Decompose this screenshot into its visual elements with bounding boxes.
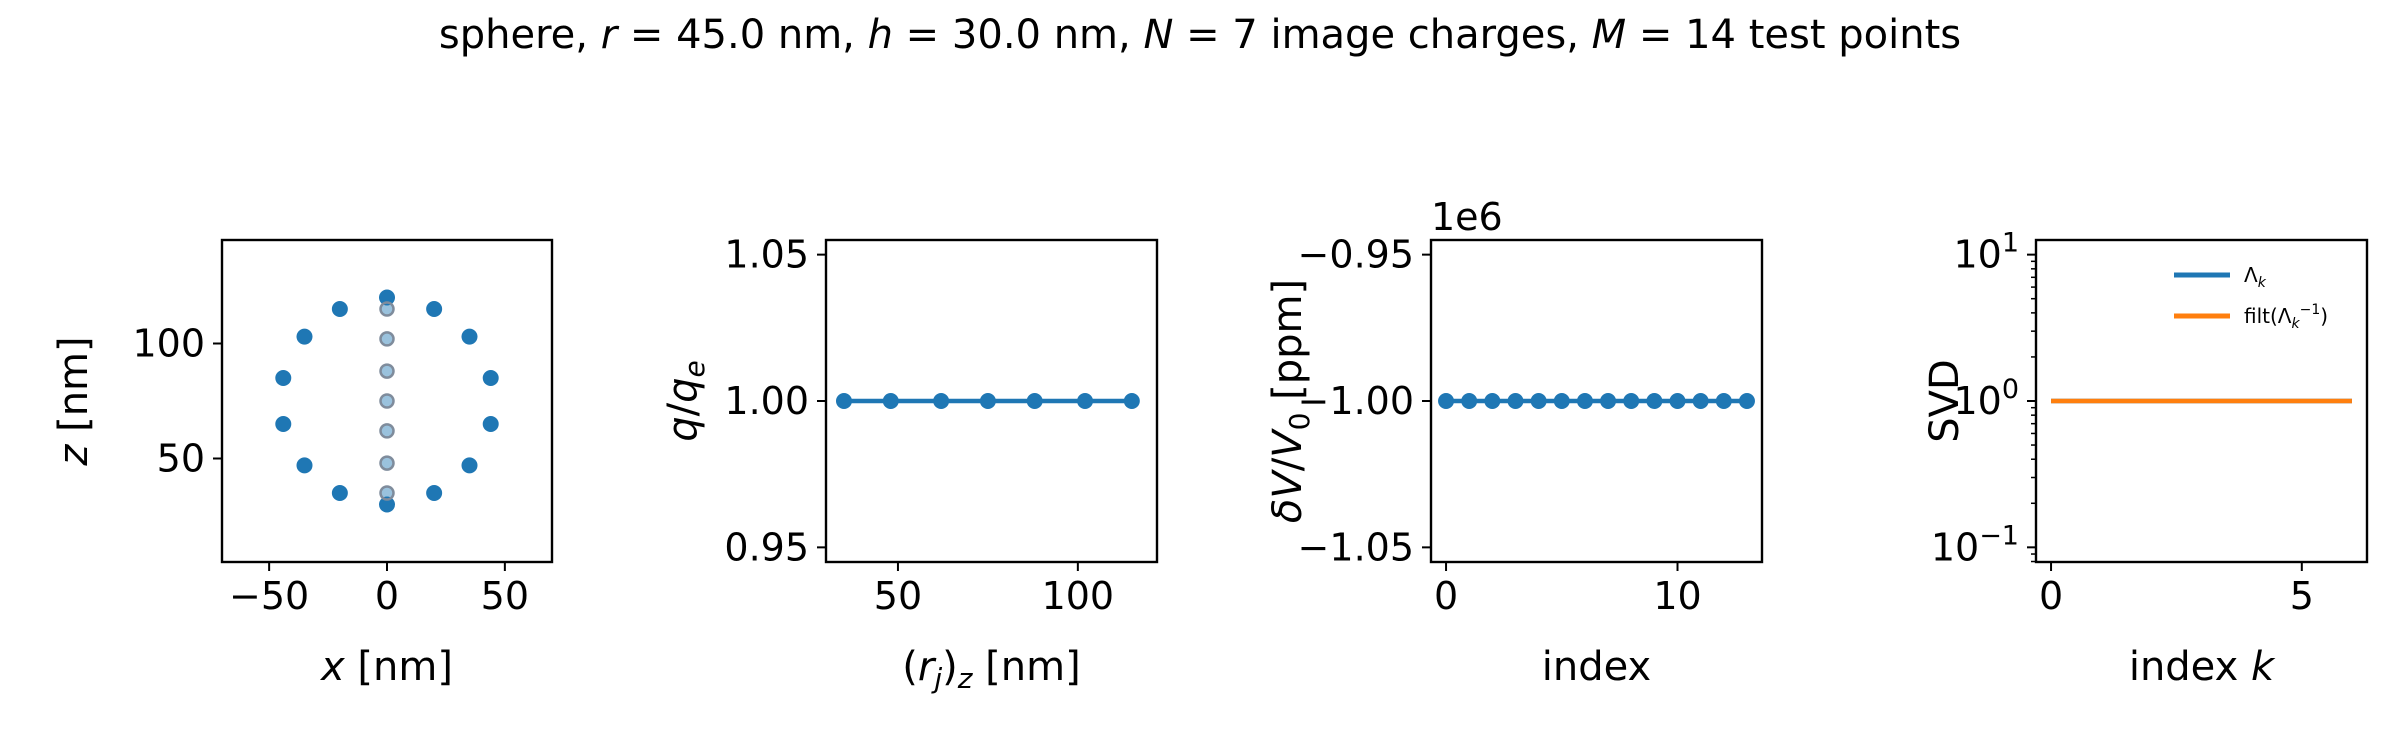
data-point bbox=[1507, 393, 1524, 409]
test-point bbox=[426, 485, 443, 501]
image-charge-point bbox=[379, 455, 395, 471]
test-point bbox=[482, 370, 499, 386]
x-tick-label: 0 bbox=[375, 574, 399, 618]
image-charge-point bbox=[379, 485, 395, 501]
test-point bbox=[331, 301, 348, 317]
x-tick-label: 0 bbox=[1434, 574, 1458, 618]
panel-charges-ylabel: q/qe bbox=[660, 360, 711, 442]
panel-svd-ylabel: SVD bbox=[1922, 359, 1968, 443]
data-point bbox=[1553, 393, 1570, 409]
x-tick-label: 50 bbox=[481, 574, 529, 618]
panel-potential-error: 0 10 −0.95 −1.00 −1.05 1e6 index δV/V0 [ppm] bbox=[1265, 195, 1764, 690]
x-tick-label: 5 bbox=[2290, 574, 2314, 618]
panel-svd-xlabel: index k bbox=[2129, 644, 2276, 690]
panel-charges-xlabel: (rj)z [nm] bbox=[902, 644, 1080, 695]
data-point bbox=[1530, 393, 1547, 409]
panel-geometry-marks bbox=[275, 289, 499, 513]
data-point bbox=[1623, 393, 1640, 409]
data-point bbox=[1715, 393, 1732, 409]
panel-charges: 50 100 0.95 1.00 1.05 (rj)z [nm] q/qe bbox=[660, 233, 1159, 695]
data-point bbox=[1026, 393, 1043, 409]
test-point bbox=[379, 496, 395, 513]
test-point bbox=[296, 457, 313, 474]
panel-potential-error-marks bbox=[1438, 393, 1755, 409]
panel-svd-ticks: 0 5 10−1 100 101 bbox=[1931, 228, 2314, 618]
panel-charges-marks bbox=[835, 393, 1140, 409]
test-point bbox=[331, 485, 348, 501]
panel-charges-ticks: 50 100 0.95 1.00 1.05 bbox=[724, 233, 1114, 618]
x-tick-label: 50 bbox=[874, 574, 922, 618]
image-charge-point bbox=[379, 301, 395, 317]
data-point bbox=[1576, 393, 1593, 409]
data-point bbox=[1600, 393, 1617, 409]
test-point bbox=[426, 301, 443, 317]
panel-svd-legend: Λk filt(Λk−1) bbox=[2174, 263, 2328, 332]
data-point bbox=[1123, 393, 1140, 409]
data-point bbox=[1692, 393, 1709, 409]
data-point bbox=[1484, 393, 1501, 409]
test-point bbox=[482, 416, 499, 432]
figure-title: sphere, r = 45.0 nm, h = 30.0 nm, N = 7 … bbox=[439, 12, 1961, 58]
y-tick-label: 101 bbox=[1953, 228, 2019, 277]
legend-label-filtered-inverse: filt(Λk−1) bbox=[2244, 302, 2328, 332]
y-tick-label: 0.95 bbox=[724, 525, 809, 569]
panel-potential-error-ticks: 0 10 −0.95 −1.00 −1.05 bbox=[1298, 233, 1702, 618]
test-point bbox=[461, 457, 478, 474]
data-point bbox=[979, 393, 996, 409]
data-point bbox=[1669, 393, 1686, 409]
test-point bbox=[275, 416, 292, 432]
panel-geometry-xlabel: x [nm] bbox=[319, 644, 453, 690]
panel-potential-error-ylabel: δV/V0 [ppm] bbox=[1265, 279, 1316, 523]
panel-geometry-ylabel: z [nm] bbox=[51, 336, 97, 466]
y-tick-label: 100 bbox=[132, 322, 205, 366]
panel-geometry: −50 0 50 50 100 x [nm] z [nm] bbox=[51, 238, 554, 690]
panel-svd: 0 5 10−1 100 101 index k SVD Λk filt(Λk−1) bbox=[1922, 228, 2369, 690]
data-point bbox=[1738, 393, 1755, 409]
y-tick-label: −0.95 bbox=[1298, 233, 1414, 277]
data-point bbox=[933, 393, 950, 409]
x-tick-label: −50 bbox=[229, 574, 309, 618]
test-point bbox=[275, 370, 292, 386]
data-point bbox=[1461, 393, 1478, 409]
legend-label-lambda: Λk bbox=[2244, 263, 2267, 291]
data-point bbox=[1077, 393, 1094, 409]
data-point bbox=[835, 393, 852, 409]
panel-potential-error-offset-text: 1e6 bbox=[1431, 195, 1503, 239]
panel-geometry-ticks: −50 0 50 50 100 bbox=[132, 322, 529, 619]
data-point bbox=[882, 393, 899, 409]
test-point bbox=[296, 328, 313, 345]
y-tick-label: 50 bbox=[157, 437, 205, 481]
test-point bbox=[379, 289, 395, 306]
test-point bbox=[461, 328, 478, 345]
y-tick-label: 100 bbox=[1953, 374, 2019, 423]
panel-potential-error-xlabel: index bbox=[1542, 644, 1651, 690]
x-tick-label: 10 bbox=[1653, 574, 1701, 618]
y-tick-label: −1.00 bbox=[1298, 379, 1414, 423]
y-tick-label: 1.00 bbox=[724, 379, 809, 423]
data-point bbox=[1438, 393, 1455, 409]
y-tick-label: −1.05 bbox=[1298, 525, 1414, 569]
x-tick-label: 100 bbox=[1042, 574, 1115, 618]
image-charge-point bbox=[379, 331, 395, 347]
y-tick-label: 1.05 bbox=[724, 233, 809, 277]
image-charge-point bbox=[379, 423, 395, 439]
y-tick-label: 10−1 bbox=[1931, 520, 2019, 569]
image-charge-point bbox=[379, 393, 395, 409]
x-tick-label: 0 bbox=[2039, 574, 2063, 618]
image-charge-point bbox=[379, 363, 395, 379]
data-point bbox=[1646, 393, 1663, 409]
